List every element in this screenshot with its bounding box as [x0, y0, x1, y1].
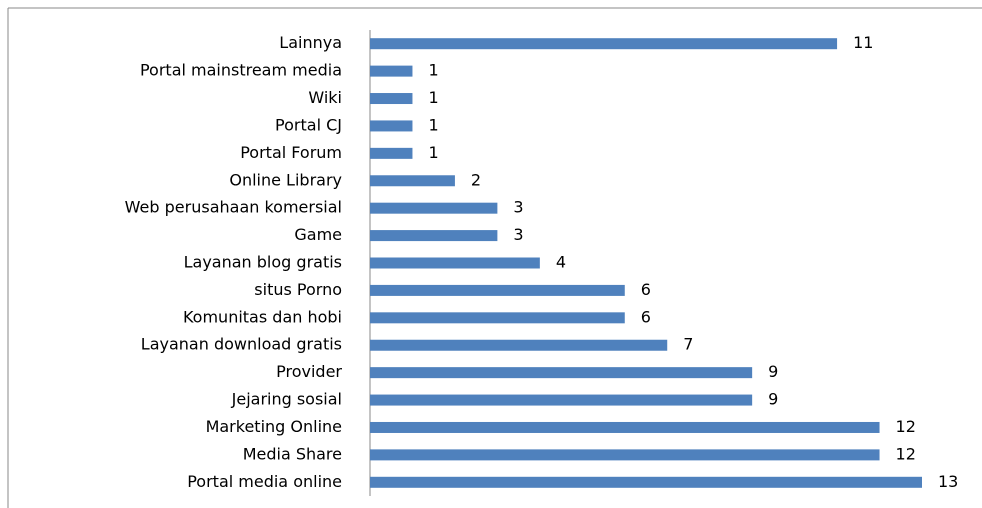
bar	[370, 476, 922, 488]
bar	[370, 257, 540, 269]
bar	[370, 421, 880, 433]
y-tick-label: Portal mainstream media	[140, 61, 342, 80]
y-tick-label: Jejaring sosial	[231, 390, 342, 409]
y-tick-label: Portal Forum	[240, 143, 342, 162]
bar	[370, 202, 498, 214]
y-tick-label: Layanan download gratis	[141, 335, 342, 354]
data-label: 2	[471, 170, 481, 189]
bar	[370, 394, 753, 406]
bar	[370, 147, 413, 159]
bar	[370, 312, 625, 324]
y-tick-label: Marketing Online	[206, 417, 342, 436]
bar	[370, 65, 413, 77]
y-tick-label: Portal media online	[187, 472, 342, 491]
data-label: 1	[428, 115, 438, 134]
bar	[370, 449, 880, 461]
y-tick-label: situs Porno	[254, 280, 342, 299]
bar	[370, 367, 753, 379]
data-label: 6	[641, 307, 651, 326]
data-label: 1	[428, 143, 438, 162]
data-label: 3	[513, 225, 523, 244]
bar	[370, 38, 838, 50]
y-tick-label: Layanan blog gratis	[184, 253, 342, 272]
y-tick-label: Online Library	[229, 170, 342, 189]
data-label: 3	[513, 198, 523, 217]
data-label: 1	[428, 61, 438, 80]
y-tick-label: Media Share	[243, 444, 342, 463]
data-label: 13	[938, 472, 958, 491]
bar	[370, 120, 413, 132]
data-label: 1	[428, 88, 438, 107]
data-label: 12	[896, 417, 916, 436]
y-tick-label: Komunitas dan hobi	[183, 307, 342, 326]
data-label: 9	[768, 390, 778, 409]
bar	[370, 93, 413, 105]
bar	[370, 230, 498, 242]
bar	[370, 284, 625, 296]
y-tick-label: Game	[294, 225, 342, 244]
y-tick-label: Lainnya	[279, 33, 342, 52]
data-label: 12	[896, 444, 916, 463]
y-tick-label: Web perusahaan komersial	[125, 198, 342, 217]
y-tick-label: Portal CJ	[275, 115, 342, 134]
data-label: 11	[853, 33, 873, 52]
y-tick-label: Provider	[276, 362, 342, 381]
data-label: 4	[556, 253, 566, 272]
data-label: 9	[768, 362, 778, 381]
y-tick-label: Wiki	[308, 88, 342, 107]
bar	[370, 175, 455, 187]
bar	[370, 339, 668, 351]
data-label: 6	[641, 280, 651, 299]
data-label: 7	[683, 335, 693, 354]
